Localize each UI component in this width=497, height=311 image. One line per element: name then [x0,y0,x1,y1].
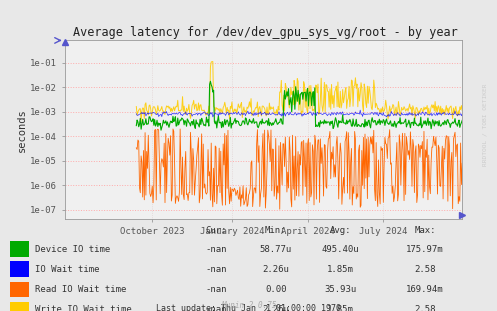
Text: Avg:: Avg: [330,226,351,235]
Text: Read IO Wait time: Read IO Wait time [35,285,126,294]
Text: Device IO time: Device IO time [35,244,110,253]
Text: Min:: Min: [265,226,287,235]
Text: 2.26u: 2.26u [262,265,289,274]
Text: Write IO Wait time: Write IO Wait time [35,305,132,311]
Text: 2.58: 2.58 [414,265,436,274]
Text: Last update: Thu Jan  1 01:00:00 1970: Last update: Thu Jan 1 01:00:00 1970 [156,304,341,311]
FancyBboxPatch shape [10,241,29,257]
Text: Average latency for /dev/dev_gpu_sys_vg/root - by year: Average latency for /dev/dev_gpu_sys_vg/… [73,26,457,39]
Text: 169.94m: 169.94m [406,285,444,294]
Text: -nan: -nan [205,285,227,294]
Text: Cur:: Cur: [205,226,227,235]
Text: RRDTOOL / TOBI OETIKER: RRDTOOL / TOBI OETIKER [482,83,487,166]
Text: 35.93u: 35.93u [325,285,356,294]
Text: 0.00: 0.00 [265,285,287,294]
Text: IO Wait time: IO Wait time [35,265,99,274]
FancyBboxPatch shape [10,282,29,297]
Text: 2.26u: 2.26u [262,305,289,311]
FancyBboxPatch shape [10,262,29,277]
Text: 1.85m: 1.85m [327,305,354,311]
Text: 2.58: 2.58 [414,305,436,311]
Text: -nan: -nan [205,244,227,253]
Text: 58.77u: 58.77u [260,244,292,253]
Text: -nan: -nan [205,305,227,311]
Text: 175.97m: 175.97m [406,244,444,253]
Text: Munin 2.0.75: Munin 2.0.75 [221,301,276,310]
Y-axis label: seconds: seconds [17,108,27,152]
Text: 1.85m: 1.85m [327,265,354,274]
Text: -nan: -nan [205,265,227,274]
FancyBboxPatch shape [10,302,29,311]
Text: 495.40u: 495.40u [322,244,359,253]
Text: Max:: Max: [414,226,436,235]
